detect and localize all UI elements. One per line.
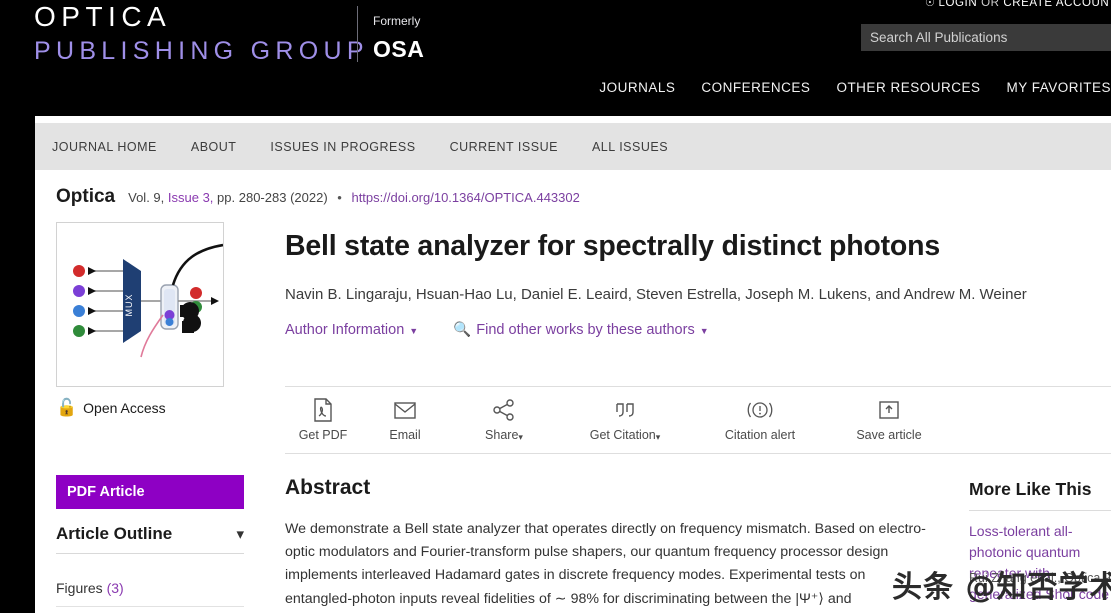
author-list: Navin B. Lingaraju, Hsuan-Hao Lu, Daniel… xyxy=(285,286,1027,303)
more-like-this-heading: More Like This xyxy=(969,479,1092,499)
search-box[interactable] xyxy=(861,24,1111,51)
quote-icon xyxy=(613,398,637,422)
author-information-label: Author Information xyxy=(285,321,405,338)
share-label: Share xyxy=(485,428,519,442)
citation-year: (2022) xyxy=(290,190,328,205)
page-title: Bell state analyzer for spectrally disti… xyxy=(285,230,940,262)
pdf-article-button[interactable]: PDF Article xyxy=(56,475,244,509)
nav-item-other-resources[interactable]: OTHER RESOURCES xyxy=(836,80,981,95)
citation-pages: pp. 280-283 xyxy=(217,190,287,205)
more-like-this-meta: Rui Zhang et al., Optica 9(2) 152-158 (2… xyxy=(969,571,1111,585)
save-upload-icon xyxy=(877,398,901,422)
citation-separator: • xyxy=(337,190,342,205)
site-logo[interactable]: OPTICA PUBLISHING GROUP xyxy=(34,2,369,67)
get-citation-label: Get Citation xyxy=(589,428,656,442)
brand-publishing-group-text: PUBLISHING GROUP xyxy=(34,37,369,65)
subnav-item-issues-in-progress[interactable]: ISSUES IN PROGRESS xyxy=(270,139,416,154)
outline-item-figures[interactable]: Figures (3) xyxy=(56,580,244,607)
open-access-label: Open Access xyxy=(83,399,166,416)
journal-subnav: JOURNAL HOME ABOUT ISSUES IN PROGRESS CU… xyxy=(35,123,1111,170)
outline-item-figures-count: (3) xyxy=(106,580,124,596)
pdf-article-label: PDF Article xyxy=(67,484,145,500)
login-link[interactable]: LOGIN xyxy=(938,0,978,9)
pdf-file-icon xyxy=(312,398,334,422)
citation-alert-button[interactable]: Citation alert xyxy=(691,398,829,442)
article-outline-header[interactable]: Article Outline ▾ xyxy=(56,524,244,554)
svg-text:MUX: MUX xyxy=(124,294,134,317)
left-black-rail xyxy=(0,116,35,613)
more-like-this-link[interactable]: Loss-tolerant all-photonic quantum repea… xyxy=(969,523,1110,602)
journal-name[interactable]: Optica xyxy=(56,186,116,207)
author-links-row: Author Information ▼ 🔍 Find other works … xyxy=(285,321,709,339)
share-button[interactable]: Share▾ xyxy=(449,398,559,442)
chevron-down-icon: ▾ xyxy=(518,432,523,442)
brand-optica-text: OPTICA xyxy=(34,1,172,32)
chevron-down-icon: ▼ xyxy=(699,325,709,336)
main-navigation: JOURNALS CONFERENCES OTHER RESOURCES MY … xyxy=(599,80,1111,95)
doi-link[interactable]: https://doi.org/10.1364/OPTICA.443302 xyxy=(351,190,580,205)
get-citation-button[interactable]: Get Citation▾ xyxy=(559,398,691,442)
article-outline-title: Article Outline xyxy=(56,524,173,543)
nav-item-conferences[interactable]: CONFERENCES xyxy=(701,80,811,95)
save-article-label: Save article xyxy=(856,428,922,442)
formerly-label: Formerly xyxy=(373,14,421,28)
envelope-icon xyxy=(393,398,417,422)
account-or-label: OR xyxy=(981,0,1000,9)
email-button[interactable]: Email xyxy=(361,398,449,442)
create-account-link[interactable]: CREATE ACCOUNT xyxy=(1003,0,1111,9)
abstract-heading: Abstract xyxy=(285,476,371,499)
more-like-this-divider xyxy=(969,510,1111,511)
citation-line: Optica Vol. 9, Issue 3, pp. 280-283 (202… xyxy=(56,186,580,208)
alert-circle-icon xyxy=(747,398,773,422)
share-nodes-icon xyxy=(492,398,516,422)
find-other-works-label: Find other works by these authors xyxy=(476,321,695,338)
chevron-down-icon: ▼ xyxy=(409,325,419,336)
search-input[interactable] xyxy=(861,24,1111,51)
citation-issue[interactable]: Issue 3, xyxy=(167,190,214,205)
site-masthead: OPTICA PUBLISHING GROUP Formerly OSA ☉ LO… xyxy=(0,0,1111,116)
nav-item-my-favorites[interactable]: MY FAVORITES xyxy=(1006,80,1111,95)
author-information-toggle[interactable]: Author Information ▼ xyxy=(285,322,418,338)
open-lock-icon: 🔓 xyxy=(56,398,78,417)
outline-item-figures-label: Figures xyxy=(56,580,103,596)
citation-volume: Vol. 9, xyxy=(128,190,165,205)
brand-divider xyxy=(357,6,358,62)
chevron-down-icon[interactable]: ▾ xyxy=(236,526,244,543)
subnav-item-about[interactable]: ABOUT xyxy=(190,139,237,154)
account-links[interactable]: ☉ LOGIN OR CREATE ACCOUNT xyxy=(925,0,1111,9)
subnav-item-current-issue[interactable]: CURRENT ISSUE xyxy=(449,139,558,154)
subnav-item-all-issues[interactable]: ALL ISSUES xyxy=(591,139,669,154)
find-other-works-toggle[interactable]: 🔍 Find other works by these authors ▼ xyxy=(453,321,709,339)
article-action-toolbar: Get PDF Email Share▾ Get Citati xyxy=(285,386,1111,454)
save-article-button[interactable]: Save article xyxy=(829,398,949,442)
citation-alert-label: Citation alert xyxy=(724,428,796,442)
chevron-down-icon: ▾ xyxy=(655,432,661,442)
article-thumbnail[interactable]: MUX xyxy=(56,222,224,387)
open-access-badge: 🔓 Open Access xyxy=(56,399,166,416)
thumbnail-mux-diagram: MUX xyxy=(57,223,224,386)
nav-item-journals[interactable]: JOURNALS xyxy=(599,80,676,95)
subnav-item-journal-home[interactable]: JOURNAL HOME xyxy=(52,139,157,154)
formerly-osa-logo: OSA xyxy=(373,36,425,62)
search-icon: 🔍 xyxy=(453,322,472,338)
abstract-text: We demonstrate a Bell state analyzer tha… xyxy=(285,521,926,607)
user-circle-icon: ☉ xyxy=(925,0,936,9)
get-pdf-label: Get PDF xyxy=(298,428,348,442)
email-label: Email xyxy=(389,428,421,442)
get-pdf-button[interactable]: Get PDF xyxy=(285,398,361,442)
